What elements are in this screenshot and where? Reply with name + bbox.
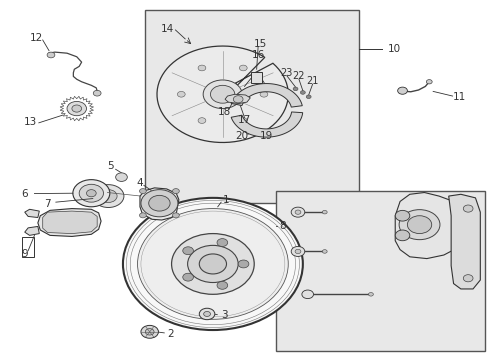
Circle shape (239, 65, 246, 71)
Text: 21: 21 (306, 76, 318, 86)
Circle shape (79, 184, 103, 202)
Polygon shape (38, 208, 101, 237)
Polygon shape (140, 188, 179, 220)
Circle shape (198, 65, 205, 71)
Circle shape (177, 91, 185, 97)
Text: 19: 19 (260, 131, 273, 141)
Circle shape (139, 189, 146, 194)
Text: 17: 17 (237, 115, 251, 125)
Circle shape (398, 210, 439, 240)
Text: 8: 8 (279, 221, 285, 231)
Circle shape (368, 293, 372, 296)
Bar (144, 10, 358, 203)
Text: 4: 4 (136, 178, 143, 188)
Circle shape (199, 308, 214, 320)
Text: 15: 15 (253, 39, 266, 49)
Circle shape (233, 96, 243, 103)
Text: 18: 18 (217, 107, 230, 117)
Polygon shape (231, 84, 302, 107)
Circle shape (122, 198, 302, 330)
Circle shape (426, 80, 431, 84)
Circle shape (137, 208, 287, 319)
Circle shape (67, 102, 86, 116)
Circle shape (217, 239, 227, 247)
Circle shape (72, 105, 81, 112)
Polygon shape (42, 211, 97, 234)
Circle shape (93, 185, 123, 207)
Circle shape (86, 190, 96, 197)
Circle shape (292, 87, 297, 91)
Text: 23: 23 (280, 68, 292, 78)
Circle shape (301, 290, 313, 298)
Circle shape (199, 254, 226, 274)
Bar (22, 237, 34, 257)
Circle shape (290, 247, 304, 256)
Circle shape (100, 190, 117, 203)
Text: 10: 10 (387, 44, 400, 54)
Polygon shape (224, 94, 250, 104)
Text: 1: 1 (222, 195, 229, 204)
Circle shape (47, 52, 55, 58)
Circle shape (187, 246, 238, 283)
Circle shape (183, 247, 193, 255)
Circle shape (116, 173, 127, 181)
Polygon shape (231, 112, 302, 137)
Text: 7: 7 (44, 199, 51, 209)
Circle shape (217, 282, 227, 289)
Polygon shape (394, 193, 469, 258)
Text: 2: 2 (167, 329, 174, 339)
Circle shape (148, 195, 170, 211)
Polygon shape (448, 194, 479, 289)
Polygon shape (57, 213, 94, 234)
Bar (276, 191, 484, 351)
Text: 20: 20 (235, 131, 248, 141)
Text: 3: 3 (220, 310, 227, 320)
Circle shape (397, 87, 407, 94)
Circle shape (139, 213, 146, 218)
Circle shape (93, 90, 101, 96)
Circle shape (462, 275, 472, 282)
Text: 11: 11 (452, 92, 465, 102)
Text: 16: 16 (251, 50, 264, 60)
Circle shape (290, 207, 304, 217)
Circle shape (203, 311, 210, 316)
Circle shape (260, 91, 267, 97)
Circle shape (294, 249, 300, 253)
Circle shape (73, 180, 110, 207)
Circle shape (171, 234, 254, 294)
Text: 14: 14 (161, 24, 174, 34)
Circle shape (203, 80, 242, 109)
Circle shape (322, 210, 326, 214)
Circle shape (141, 325, 158, 338)
Circle shape (305, 95, 310, 99)
Circle shape (183, 273, 193, 281)
Polygon shape (157, 46, 287, 143)
Circle shape (145, 329, 154, 335)
Circle shape (394, 230, 409, 241)
Circle shape (141, 190, 178, 217)
Circle shape (462, 205, 472, 212)
Circle shape (407, 216, 431, 234)
Bar (250, 72, 261, 83)
Text: 13: 13 (24, 117, 37, 127)
Text: 22: 22 (292, 71, 305, 81)
Circle shape (294, 210, 300, 214)
Polygon shape (25, 226, 39, 235)
Text: 12: 12 (30, 33, 43, 43)
Circle shape (239, 118, 246, 123)
Circle shape (172, 213, 179, 218)
Polygon shape (25, 209, 39, 217)
Circle shape (300, 91, 305, 94)
Text: 6: 6 (21, 189, 28, 199)
Circle shape (238, 260, 248, 268)
Circle shape (172, 189, 179, 194)
Text: 5: 5 (107, 161, 114, 171)
Circle shape (394, 210, 409, 221)
Circle shape (322, 249, 326, 253)
Circle shape (210, 85, 234, 103)
Text: 9: 9 (21, 249, 28, 259)
Circle shape (198, 118, 205, 123)
